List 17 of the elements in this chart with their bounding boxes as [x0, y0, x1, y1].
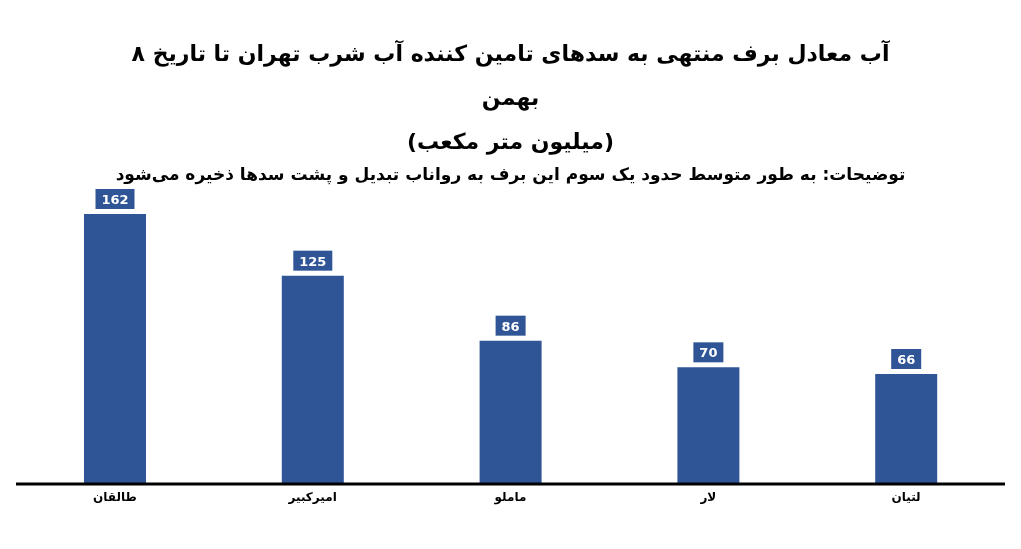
- data-label: 86: [501, 318, 520, 334]
- bar: [84, 214, 146, 484]
- x-tick-label: ماملو: [493, 489, 527, 505]
- data-label: 66: [897, 352, 916, 367]
- x-tick-label: طالقان: [93, 489, 137, 504]
- chart-title: آب معادل برف منتهی به سدهای تامین کننده آب شرب تهران تا تاریخ ۸ بهمن (میلیون متر مکعب): [130, 39, 891, 157]
- data-label: 162: [101, 192, 129, 207]
- bar: [875, 374, 938, 484]
- chart-subtitle: توضیحات: به طور متوسط حدود یک سوم این برف به رواناب تبدیل و پشت سدها ذخیره می‌شود: [114, 164, 907, 184]
- data-label: 70: [699, 345, 718, 361]
- bar: [677, 367, 740, 484]
- x-tick-label: لتیان: [891, 489, 921, 504]
- x-tick-label: لار: [699, 489, 717, 504]
- bar: [479, 340, 542, 484]
- data-label: 125: [299, 253, 327, 269]
- bar: [281, 275, 344, 484]
- x-tick-label: امیرکبیر: [287, 489, 337, 504]
